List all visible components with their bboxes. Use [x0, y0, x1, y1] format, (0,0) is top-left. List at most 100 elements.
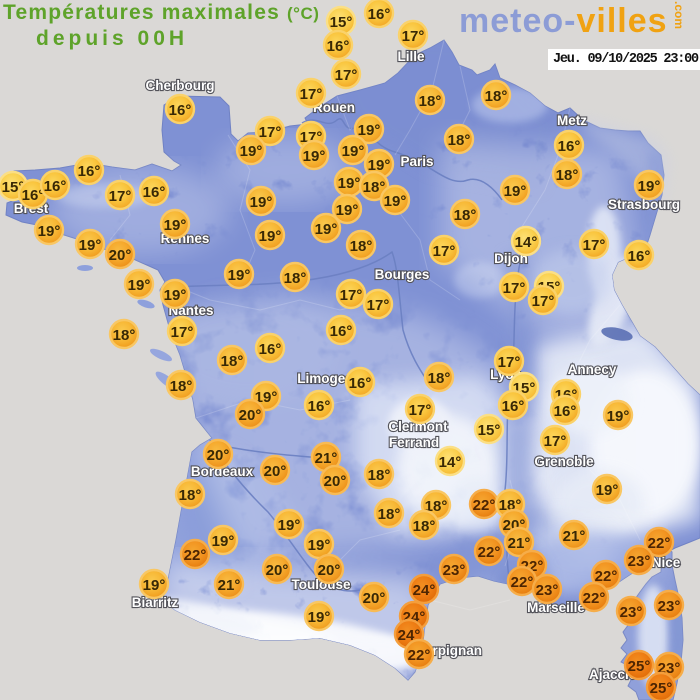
svg-text:18°: 18°: [284, 270, 307, 287]
svg-text:22°: 22°: [473, 497, 496, 514]
svg-text:18°: 18°: [363, 179, 386, 196]
svg-text:19°: 19°: [278, 517, 301, 534]
svg-text:Grenoble: Grenoble: [534, 454, 594, 469]
svg-text:18°: 18°: [170, 378, 193, 395]
svg-text:22°: 22°: [595, 568, 618, 585]
svg-text:22°: 22°: [583, 590, 606, 607]
svg-text:16°: 16°: [330, 323, 353, 340]
svg-text:19°: 19°: [338, 175, 361, 192]
svg-text:Metz: Metz: [557, 113, 587, 128]
svg-text:Cherbourg: Cherbourg: [146, 78, 215, 93]
svg-text:16°: 16°: [368, 6, 391, 23]
svg-text:18°: 18°: [419, 93, 442, 110]
svg-text:17°: 17°: [367, 297, 390, 314]
svg-text:23°: 23°: [536, 582, 559, 599]
svg-text:Marseille: Marseille: [527, 600, 585, 615]
svg-text:22°: 22°: [511, 574, 534, 591]
svg-text:17°: 17°: [335, 67, 358, 84]
svg-text:20°: 20°: [318, 562, 341, 579]
svg-text:18°: 18°: [448, 132, 471, 149]
svg-text:19°: 19°: [368, 157, 391, 174]
svg-text:18°: 18°: [179, 487, 202, 504]
svg-text:23°: 23°: [658, 598, 681, 615]
svg-text:19°: 19°: [255, 389, 278, 406]
svg-text:19°: 19°: [607, 408, 630, 425]
svg-text:17°: 17°: [109, 188, 132, 205]
svg-text:18°: 18°: [378, 506, 401, 523]
svg-text:20°: 20°: [207, 447, 230, 464]
svg-text:22°: 22°: [184, 547, 207, 564]
svg-text:18°: 18°: [350, 238, 373, 255]
svg-text:17°: 17°: [171, 324, 194, 341]
svg-text:19°: 19°: [128, 277, 151, 294]
svg-text:19°: 19°: [240, 143, 263, 160]
svg-text:23°: 23°: [628, 553, 651, 570]
svg-text:19°: 19°: [308, 537, 331, 554]
svg-text:Nice: Nice: [652, 555, 681, 570]
svg-text:16°: 16°: [259, 341, 282, 358]
svg-text:16°: 16°: [554, 403, 577, 420]
svg-text:20°: 20°: [324, 473, 347, 490]
svg-text:23°: 23°: [443, 562, 466, 579]
svg-text:17°: 17°: [340, 287, 363, 304]
svg-text:17°: 17°: [409, 402, 432, 419]
svg-text:17°: 17°: [583, 237, 606, 254]
svg-text:19°: 19°: [342, 143, 365, 160]
svg-text:21°: 21°: [218, 577, 241, 594]
svg-text:21°: 21°: [508, 535, 531, 552]
svg-text:19°: 19°: [164, 217, 187, 234]
svg-text:20°: 20°: [109, 247, 132, 264]
svg-text:19°: 19°: [79, 237, 102, 254]
svg-text:22°: 22°: [478, 544, 501, 561]
svg-text:Paris: Paris: [400, 154, 433, 169]
svg-text:18°: 18°: [556, 167, 579, 184]
svg-text:19°: 19°: [596, 482, 619, 499]
svg-text:Limoges: Limoges: [297, 371, 353, 386]
svg-text:Rouen: Rouen: [313, 100, 355, 115]
svg-text:19°: 19°: [250, 194, 273, 211]
svg-text:18°: 18°: [485, 88, 508, 105]
svg-text:20°: 20°: [264, 463, 287, 480]
svg-text:16°: 16°: [628, 248, 651, 265]
svg-text:17°: 17°: [402, 28, 425, 45]
svg-text:18°: 18°: [221, 353, 244, 370]
svg-text:Clermont: Clermont: [388, 419, 448, 434]
svg-text:Annecy: Annecy: [568, 362, 617, 377]
svg-text:23°: 23°: [620, 604, 643, 621]
svg-text:16°: 16°: [44, 178, 67, 195]
svg-text:14°: 14°: [515, 234, 538, 251]
svg-text:18°: 18°: [368, 467, 391, 484]
svg-text:19°: 19°: [38, 223, 61, 240]
svg-text:15°: 15°: [478, 422, 501, 439]
svg-text:15°: 15°: [330, 14, 353, 31]
svg-text:Bourges: Bourges: [375, 267, 430, 282]
svg-text:16°: 16°: [22, 187, 45, 204]
svg-text:20°: 20°: [266, 562, 289, 579]
svg-text:18°: 18°: [413, 518, 436, 535]
svg-text:25°: 25°: [650, 680, 673, 697]
svg-text:17°: 17°: [300, 86, 323, 103]
svg-text:21°: 21°: [315, 450, 338, 467]
svg-text:19°: 19°: [164, 287, 187, 304]
svg-text:17°: 17°: [259, 124, 282, 141]
svg-text:16°: 16°: [78, 163, 101, 180]
svg-text:17°: 17°: [433, 243, 456, 260]
svg-text:19°: 19°: [308, 609, 331, 626]
svg-text:17°: 17°: [544, 433, 567, 450]
svg-text:Strasbourg: Strasbourg: [608, 197, 680, 212]
svg-text:20°: 20°: [363, 590, 386, 607]
svg-text:18°: 18°: [113, 327, 136, 344]
svg-text:Ferrand: Ferrand: [389, 435, 439, 450]
svg-text:25°: 25°: [628, 658, 651, 675]
svg-text:17°: 17°: [503, 280, 526, 297]
svg-text:19°: 19°: [303, 148, 326, 165]
svg-text:Lille: Lille: [397, 49, 424, 64]
svg-text:19°: 19°: [228, 267, 251, 284]
svg-text:16°: 16°: [558, 138, 581, 155]
svg-text:19°: 19°: [504, 183, 527, 200]
svg-text:19°: 19°: [638, 178, 661, 195]
svg-text:24°: 24°: [413, 582, 436, 599]
svg-text:19°: 19°: [384, 193, 407, 210]
svg-text:17°: 17°: [532, 293, 555, 310]
svg-text:16°: 16°: [169, 102, 192, 119]
